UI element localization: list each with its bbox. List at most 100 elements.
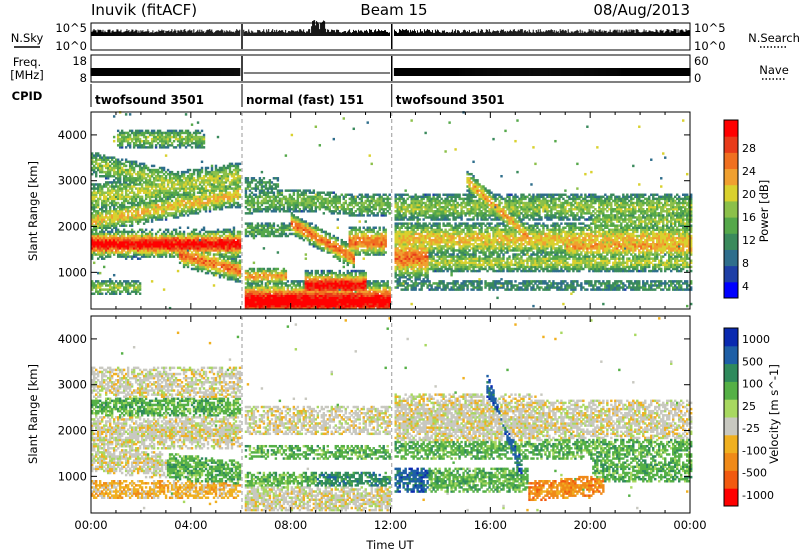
power-cell (163, 167, 165, 169)
freq-tick-high: 18 (72, 54, 87, 68)
power-cell (177, 171, 179, 173)
power-cell (239, 280, 241, 282)
power-cell (113, 136, 115, 138)
power-cell (103, 266, 105, 268)
power-cell (135, 161, 137, 163)
power-cell (159, 229, 161, 231)
cpid-segment-label: normal (fast) 151 (246, 93, 364, 107)
power-cell (179, 227, 181, 229)
power-cell (121, 159, 123, 161)
power-cell (217, 136, 219, 138)
power-cell (153, 165, 155, 167)
power-cell (263, 177, 265, 179)
power-cell (261, 171, 263, 173)
power-cell (239, 231, 241, 233)
power-cell (285, 270, 287, 272)
power-cell (207, 167, 209, 169)
nave-label: Nave (759, 63, 789, 77)
power-cell (211, 165, 213, 167)
power-cell (183, 231, 185, 233)
power-cell (247, 177, 249, 179)
power-cell (125, 113, 127, 115)
power-cell (239, 169, 241, 171)
cpid-label: CPID (12, 89, 43, 103)
power-cell (195, 229, 197, 231)
power-cell (281, 189, 283, 191)
power-cell (113, 274, 115, 276)
power-cell (239, 260, 241, 262)
power-cell (201, 130, 203, 132)
power-cell (151, 229, 153, 231)
nsky-panel (91, 23, 690, 50)
freq-tick-low: 8 (80, 71, 87, 85)
power-cell (233, 227, 235, 229)
station-title: Inuvik (fitACF) (91, 1, 197, 19)
power-cell (239, 194, 241, 196)
power-cell (251, 222, 253, 224)
power-cell (145, 229, 147, 231)
power-cell (203, 134, 205, 136)
power-cell (93, 262, 95, 264)
beam-title: Beam 15 (360, 1, 427, 19)
nsearch-label: N.Search (748, 31, 800, 45)
power-cell (215, 165, 217, 167)
power-cell (277, 177, 279, 179)
power-cell (273, 222, 275, 224)
power-cell (189, 169, 191, 171)
power-cell (273, 191, 275, 193)
nsky-label: N.Sky (11, 31, 44, 45)
power-cell (253, 268, 255, 270)
power-cell (113, 140, 115, 142)
power-cell (151, 233, 153, 235)
power-cell (151, 280, 153, 282)
power-cell (139, 293, 141, 295)
power-cell (203, 146, 205, 148)
power-cell (239, 255, 241, 257)
power-cell (191, 146, 193, 148)
power-cell (177, 270, 179, 272)
power-cell (129, 113, 131, 115)
freq-label-line2: [MHz] (10, 68, 44, 82)
power-cell (191, 123, 193, 125)
power-cell (125, 165, 127, 167)
power-cell (239, 185, 241, 187)
power-cell (277, 268, 279, 270)
power-cell (239, 175, 241, 177)
power-cell (197, 121, 199, 123)
nsky-tick-high: 10^5 (55, 21, 87, 35)
power-cell (139, 282, 141, 284)
nsearch-tick-low: 10^0 (694, 39, 726, 53)
power-cell (141, 196, 143, 198)
nsky-trace (91, 20, 690, 49)
freq-trace (91, 56, 690, 81)
power-cell (99, 272, 101, 274)
date-title: 08/Aug/2013 (593, 1, 690, 19)
power-cell (113, 115, 115, 117)
power-cell (201, 161, 203, 163)
power-cell (125, 224, 127, 226)
cpid-row: twofsound 3501 normal (fast) 151 twofsound… (91, 84, 505, 107)
power-cell (287, 280, 289, 282)
power-cell (175, 229, 177, 231)
power-cell (203, 227, 205, 229)
cpid-segment-label: twofsound 3501 (95, 93, 204, 107)
nave-tick-high: 60 (694, 54, 709, 68)
power-cell (185, 113, 187, 115)
power-cell (187, 227, 189, 229)
power-cell (285, 154, 287, 156)
power-cell (277, 251, 279, 253)
power-cell (253, 262, 255, 264)
freq-label-line1: Freq. (13, 55, 41, 69)
power-cell (101, 293, 103, 295)
power-cell (239, 163, 241, 165)
power-cell (201, 167, 203, 169)
cpid-segment-label: twofsound 3501 (396, 93, 505, 107)
power-cell (277, 183, 279, 185)
nsky-tick-low: 10^0 (55, 39, 87, 53)
nave-tick-low: 0 (694, 71, 701, 85)
nsearch-tick-high: 10^5 (694, 21, 726, 35)
power-cell (163, 288, 165, 290)
power-cell (213, 284, 215, 286)
